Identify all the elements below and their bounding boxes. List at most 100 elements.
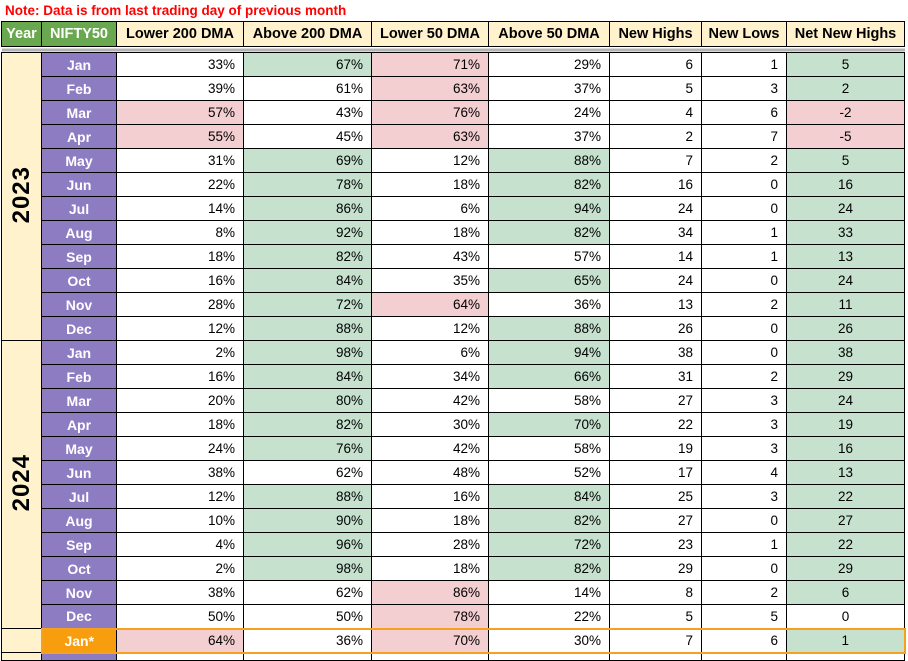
cell-nh[interactable]: 13 (609, 292, 702, 317)
cell-nh[interactable]: 24 (609, 268, 702, 293)
cell-nh[interactable]: 29 (609, 556, 702, 581)
cell-nnh[interactable]: 29 (786, 556, 905, 581)
cell-a200[interactable]: 84% (243, 268, 372, 293)
cell-nnh[interactable]: 11 (786, 292, 905, 317)
cell-nnh[interactable]: 29 (786, 364, 905, 389)
year-cell-2024[interactable]: 2024 (1, 340, 42, 629)
cell-l50[interactable]: 18% (371, 508, 489, 533)
cell-l200[interactable]: 4% (116, 532, 244, 557)
cell-a200[interactable]: 82% (243, 412, 372, 437)
cell-a200[interactable]: 80% (243, 388, 372, 413)
cell-l50[interactable]: 18% (371, 556, 489, 581)
month-cell-dec[interactable]: Dec (41, 316, 117, 341)
cell-nl[interactable]: 0 (701, 196, 787, 221)
cell-a200[interactable]: 69% (243, 148, 372, 173)
cell-a200[interactable]: 84% (243, 364, 372, 389)
cell-l50[interactable]: 78% (371, 604, 489, 629)
column-header-above-50-dma[interactable]: Above 50 DMA (488, 21, 610, 47)
cell-l50[interactable]: 71% (371, 52, 489, 77)
cell-a50[interactable]: 57% (488, 244, 610, 269)
cell-nh[interactable]: 7 (609, 627, 702, 654)
cell-l50[interactable]: 35% (371, 268, 489, 293)
cell-nl[interactable]: 2 (701, 364, 787, 389)
column-header-net-new-highs[interactable]: Net New Highs (786, 21, 905, 47)
cell-l50[interactable]: 16% (371, 484, 489, 509)
column-header-lower-200-dma[interactable]: Lower 200 DMA (116, 21, 244, 47)
cell-l50[interactable]: 18% (371, 172, 489, 197)
cell-a50[interactable]: 30% (488, 627, 610, 654)
month-cell-jan[interactable]: Jan (41, 52, 117, 77)
cell-nh[interactable]: 38 (609, 340, 702, 365)
cell-a50[interactable]: 94% (488, 196, 610, 221)
cell-nl[interactable]: 5 (701, 604, 787, 629)
cell-a200[interactable]: 98% (243, 340, 372, 365)
cell-l50[interactable]: 42% (371, 436, 489, 461)
cell-nnh[interactable]: 2 (786, 76, 905, 101)
cell-nl[interactable]: 0 (701, 172, 787, 197)
cell-nl[interactable]: 2 (701, 292, 787, 317)
cell-l50[interactable]: 48% (371, 460, 489, 485)
cell-a200[interactable]: 62% (243, 460, 372, 485)
cell-l50[interactable]: 34% (371, 364, 489, 389)
cell-a50[interactable]: 84% (488, 484, 610, 509)
cell-nl[interactable]: 0 (701, 316, 787, 341)
cell-a200[interactable]: 61% (243, 76, 372, 101)
cell-l50[interactable]: 76% (371, 100, 489, 125)
cell-a50[interactable]: 37% (488, 124, 610, 149)
cell-a200[interactable]: 67% (243, 52, 372, 77)
cell-nh[interactable]: 16 (609, 172, 702, 197)
year-cell-2023[interactable]: 2023 (1, 52, 42, 341)
month-cell-jun[interactable]: Jun (41, 460, 117, 485)
cell-a50[interactable]: 37% (488, 76, 610, 101)
cell-a50[interactable]: 58% (488, 436, 610, 461)
cell-nh[interactable]: 27 (609, 388, 702, 413)
cell-nh[interactable]: 22 (609, 412, 702, 437)
month-cell-mar[interactable]: Mar (41, 388, 117, 413)
cell-nl[interactable]: 3 (701, 76, 787, 101)
cell-nh[interactable]: 17 (609, 460, 702, 485)
cell-nh[interactable]: 31 (609, 364, 702, 389)
cell-l50[interactable]: 64% (371, 292, 489, 317)
cell-nl[interactable]: 2 (701, 148, 787, 173)
cell-nnh[interactable]: 22 (786, 484, 905, 509)
cell-l50[interactable]: 42% (371, 388, 489, 413)
cell-a200[interactable]: 86% (243, 196, 372, 221)
month-cell-aug[interactable]: Aug (41, 508, 117, 533)
cell-l200[interactable]: 64% (116, 627, 244, 654)
cell-a200[interactable]: 96% (243, 532, 372, 557)
cell-l200[interactable]: 8% (116, 220, 244, 245)
month-cell-oct[interactable]: Oct (41, 268, 117, 293)
cell-l50[interactable]: 70% (371, 627, 489, 654)
cell-nnh[interactable]: 16 (786, 436, 905, 461)
cell-nl[interactable]: 0 (701, 268, 787, 293)
cell-a50[interactable]: 70% (488, 412, 610, 437)
cell-nh[interactable]: 5 (609, 604, 702, 629)
cell-l200[interactable]: 31% (116, 148, 244, 173)
cell-nh[interactable]: 24 (609, 196, 702, 221)
cell-l200[interactable]: 18% (116, 412, 244, 437)
cell-a200[interactable]: 62% (243, 580, 372, 605)
month-cell-jul[interactable]: Jul (41, 196, 117, 221)
column-header-new-lows[interactable]: New Lows (701, 21, 787, 47)
cell-a200[interactable]: 43% (243, 100, 372, 125)
cell-a50[interactable]: 24% (488, 100, 610, 125)
month-cell-sep[interactable]: Sep (41, 532, 117, 557)
cell-l200[interactable]: 2% (116, 556, 244, 581)
cell-nh[interactable]: 14 (609, 244, 702, 269)
cell-l200[interactable]: 38% (116, 460, 244, 485)
cell-nh[interactable]: 7 (609, 148, 702, 173)
cell-nnh[interactable]: 27 (786, 508, 905, 533)
cell-l50[interactable]: 86% (371, 580, 489, 605)
cell-nl[interactable]: 1 (701, 244, 787, 269)
cell-a200[interactable]: 90% (243, 508, 372, 533)
month-cell-nov[interactable]: Nov (41, 580, 117, 605)
cell-l50[interactable]: 30% (371, 412, 489, 437)
cell-nh[interactable]: 26 (609, 316, 702, 341)
cell-nl[interactable]: 3 (701, 412, 787, 437)
cell-a50[interactable]: 82% (488, 508, 610, 533)
cell-a200[interactable]: 50% (243, 604, 372, 629)
cell-a200[interactable]: 45% (243, 124, 372, 149)
cell-l200[interactable]: 28% (116, 292, 244, 317)
month-cell-feb[interactable]: Feb (41, 76, 117, 101)
month-cell-feb[interactable]: Feb (41, 364, 117, 389)
